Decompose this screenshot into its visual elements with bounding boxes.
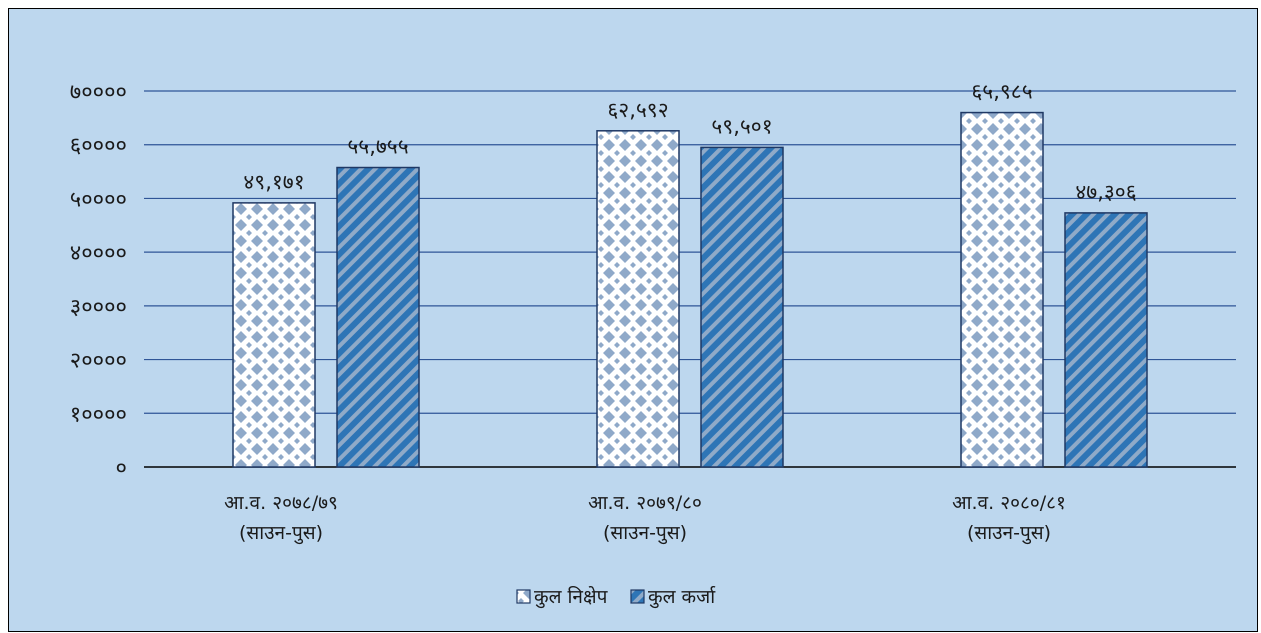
- y-tick-label: ३००००: [70, 295, 127, 320]
- bar-chart: ० १०००० २०००० ३०००० ४०००० ५०००० ६०००० ७०००० ४९,…: [70, 80, 1236, 609]
- x-category-label: (साउन-पुस): [239, 522, 323, 545]
- chart-frame: ० १०००० २०००० ३०००० ४०००० ५०००० ६०००० ७०००० ४९,…: [8, 8, 1258, 632]
- y-tick-label: ६००००: [70, 134, 127, 159]
- data-label: ४९,१७१: [243, 170, 304, 194]
- bar-deposit: [232, 202, 316, 468]
- legend-label: कुल निक्षेप: [534, 585, 609, 609]
- gridlines: [144, 90, 1236, 468]
- y-axis: ० १०००० २०००० ३०००० ४०००० ५०००० ६०००० ७००००: [70, 80, 127, 481]
- bar-deposit: [960, 111, 1044, 468]
- x-category-label: (साउन-पुस): [603, 522, 687, 545]
- bar-loan: [1064, 212, 1148, 468]
- data-label: ६५,९८५: [971, 80, 1032, 104]
- bar-loan: [336, 166, 420, 468]
- legend: कुल निक्षेप कुल कर्जा: [516, 585, 716, 609]
- bars: [232, 111, 1148, 468]
- x-category-label: आ.व. २०७८/७९: [224, 492, 338, 514]
- legend-swatch-deposit: [516, 589, 531, 604]
- x-axis-categories: आ.व. २०७८/७९ (साउन-पुस) आ.व. २०७९/८० (साउन-…: [224, 492, 1066, 545]
- data-labels: ४९,१७१ ५५,७५५ ६२,५९२ ५९,५०१ ६५,९८५ ४७,३०६: [243, 80, 1136, 204]
- y-tick-label: २००००: [70, 349, 127, 374]
- data-label: ४७,३०६: [1075, 180, 1136, 204]
- y-tick-label: ७००००: [70, 80, 127, 105]
- x-category-label: आ.व. २०८०/८१: [952, 492, 1066, 514]
- y-tick-label: ०: [116, 456, 127, 481]
- x-category-label: (साउन-पुस): [967, 522, 1051, 545]
- bar-deposit: [596, 130, 680, 468]
- y-tick-label: १००००: [70, 402, 127, 427]
- x-category-label: आ.व. २०७९/८०: [588, 492, 702, 514]
- legend-label: कुल कर्जा: [648, 585, 716, 609]
- data-label: ५५,७५५: [347, 135, 408, 159]
- bar-loan: [700, 146, 784, 468]
- data-label: ६२,५९२: [607, 98, 668, 122]
- y-tick-label: ४००००: [70, 241, 127, 266]
- data-label: ५९,५०१: [711, 114, 772, 138]
- legend-swatch-loan: [630, 589, 645, 604]
- y-tick-label: ५००००: [70, 187, 127, 212]
